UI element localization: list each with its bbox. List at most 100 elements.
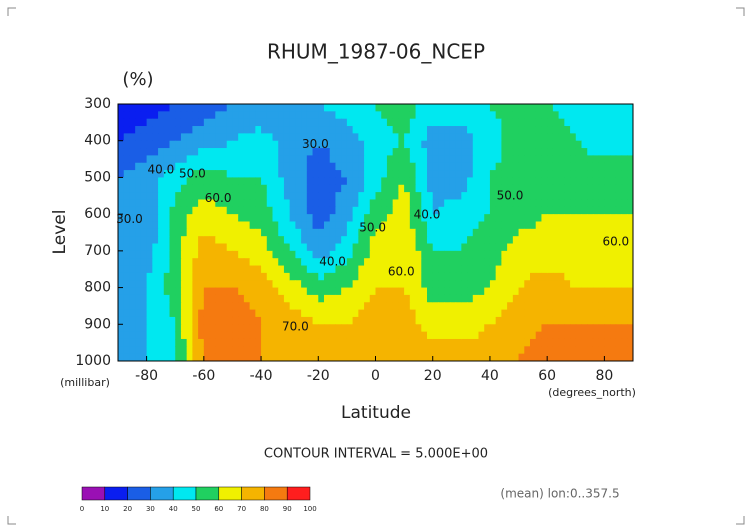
field-cell xyxy=(558,148,565,156)
field-cell xyxy=(180,148,188,156)
field-cell xyxy=(398,177,405,186)
field-cell xyxy=(530,111,537,120)
field-cell xyxy=(615,250,623,259)
field-cell xyxy=(381,133,388,142)
field-cell xyxy=(232,192,239,200)
field-cell xyxy=(312,236,319,245)
field-cell xyxy=(512,353,520,362)
field-cell xyxy=(547,111,554,120)
field-cell xyxy=(266,236,273,245)
field-cell xyxy=(140,353,148,362)
field-cell xyxy=(352,280,359,289)
field-cell xyxy=(404,331,411,340)
field-cell xyxy=(558,133,565,142)
field-cell xyxy=(341,287,348,296)
field-cell xyxy=(301,221,308,230)
field-cell xyxy=(438,192,445,200)
field-cell xyxy=(226,243,233,252)
field-cell xyxy=(381,302,388,311)
field-cell xyxy=(570,316,577,325)
field-cell xyxy=(335,236,342,245)
field-cell xyxy=(140,250,148,259)
field-cell xyxy=(627,126,634,134)
field-cell xyxy=(301,309,308,318)
field-cell xyxy=(358,192,365,200)
field-cell xyxy=(592,214,600,222)
field-cell xyxy=(209,199,216,208)
field-cell xyxy=(261,162,268,171)
field-cell xyxy=(472,236,479,245)
field-cell xyxy=(558,228,565,237)
field-cell xyxy=(198,155,205,164)
field-cell xyxy=(495,104,502,112)
field-cell xyxy=(341,324,348,333)
field-cell xyxy=(266,353,273,362)
field-cell xyxy=(518,170,525,178)
field-cell xyxy=(484,148,491,156)
field-cell xyxy=(312,280,319,289)
field-cell xyxy=(592,184,600,193)
field-cell xyxy=(238,287,245,296)
field-cell xyxy=(564,265,571,274)
field-cell xyxy=(152,118,159,127)
field-cell xyxy=(472,250,479,259)
field-cell xyxy=(180,236,188,245)
field-cell xyxy=(358,228,365,237)
field-cell xyxy=(524,280,531,289)
field-cell xyxy=(575,140,582,149)
field-cell xyxy=(409,140,417,149)
field-cell xyxy=(255,199,262,208)
field-cell xyxy=(329,206,336,215)
field-cell xyxy=(255,236,262,245)
field-cell xyxy=(461,140,468,149)
field-cell xyxy=(324,272,331,281)
field-cell xyxy=(501,111,508,120)
field-cell xyxy=(535,111,542,120)
field-cell xyxy=(615,206,623,215)
field-cell xyxy=(541,280,548,289)
field-cell xyxy=(564,280,571,289)
field-cell xyxy=(289,294,296,303)
field-cell xyxy=(541,272,548,281)
field-cell xyxy=(163,346,170,355)
field-cell xyxy=(455,104,462,112)
field-cell xyxy=(507,250,514,259)
colorbar-label: 50 xyxy=(192,505,201,513)
field-cell xyxy=(541,331,548,340)
field-cell xyxy=(175,133,182,142)
field-cell xyxy=(295,265,302,274)
field-cell xyxy=(369,324,376,333)
field-cell xyxy=(203,140,211,149)
field-cell xyxy=(541,294,548,303)
field-cell xyxy=(444,214,451,222)
field-cell xyxy=(375,199,382,208)
field-cell xyxy=(152,309,159,318)
field-cell xyxy=(444,353,451,362)
field-cell xyxy=(135,214,142,222)
field-cell xyxy=(507,294,514,303)
field-cell xyxy=(615,272,623,281)
field-cell xyxy=(283,250,291,259)
field-cell xyxy=(530,265,537,274)
field-cell xyxy=(129,177,136,186)
field-cell xyxy=(392,162,399,171)
field-cell xyxy=(438,118,445,127)
field-cell xyxy=(552,353,560,362)
field-cell xyxy=(158,133,165,142)
field-cell xyxy=(472,148,479,156)
field-cell xyxy=(530,126,537,134)
contour-label: 50.0 xyxy=(497,188,524,202)
field-cell xyxy=(392,309,399,318)
field-cell xyxy=(575,221,582,230)
field-cell xyxy=(301,206,308,215)
field-cell xyxy=(192,162,199,171)
field-cell xyxy=(501,309,508,318)
field-cell xyxy=(432,192,439,200)
field-cell xyxy=(552,184,560,193)
field-cell xyxy=(295,236,302,245)
field-cell xyxy=(455,184,462,193)
field-cell xyxy=(158,177,165,186)
field-cell xyxy=(547,155,554,164)
field-cell xyxy=(375,133,382,142)
